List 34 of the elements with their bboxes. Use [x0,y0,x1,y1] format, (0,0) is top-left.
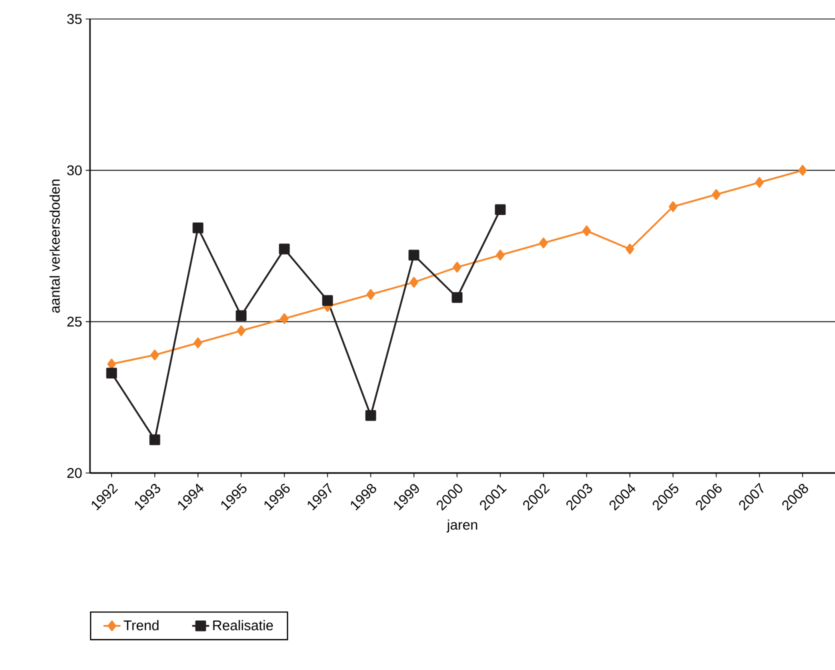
point [408,250,420,260]
point [149,434,160,446]
point [150,350,160,360]
legend-label: Realisatie [213,620,273,630]
point [410,276,418,288]
point [365,410,376,421]
point [668,201,678,212]
point [107,358,116,370]
point [280,313,289,324]
point [236,325,246,336]
point [496,250,505,260]
point [278,244,290,254]
point [366,289,375,300]
y-tick-label: 30 [67,165,82,176]
point [452,292,462,303]
point [712,189,721,200]
point [539,238,548,248]
point [582,225,591,236]
point [192,222,204,234]
point [798,164,807,176]
point [106,368,117,378]
y-tick-label: 20 [67,468,82,478]
point [494,204,506,216]
point [452,262,462,273]
point [626,244,634,254]
legend-label: Trend [124,620,159,630]
y-tick-label: 25 [67,316,82,327]
y-tick-label: 35 [67,14,82,24]
point [194,337,202,348]
point [322,295,333,306]
y-axis-title: aantal verkeersdoden [50,180,60,313]
point [236,310,247,321]
point [755,177,764,188]
x-axis-title: jaren [446,519,478,533]
